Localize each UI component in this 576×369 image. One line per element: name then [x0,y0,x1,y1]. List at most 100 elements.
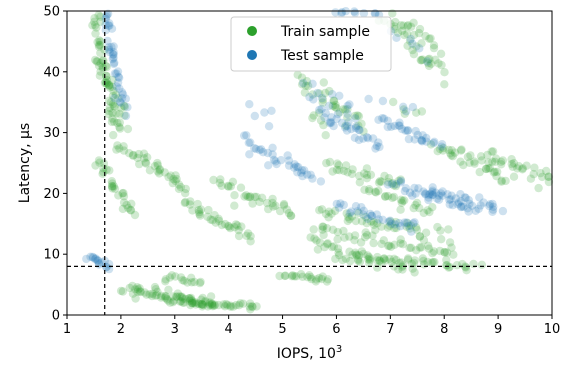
train-point [484,164,493,173]
test-point [102,263,111,272]
train-point [425,34,434,43]
test-point [400,218,409,227]
train-point [393,28,403,37]
train-point [222,299,231,309]
train-point [252,192,261,202]
train-point [325,157,335,167]
train-point [339,226,348,236]
test-point [115,84,124,93]
train-point [142,290,151,299]
test-point [403,126,413,135]
train-point [281,271,290,280]
train-point [196,277,205,287]
test-point [438,191,447,200]
train-point [96,17,105,26]
train-point [99,164,108,173]
train-point [321,88,330,98]
test-point [343,101,352,111]
test-point [250,144,259,153]
train-point [320,242,329,252]
train-point [323,275,333,284]
train-point [470,159,479,168]
test-point [456,197,466,206]
train-point [487,147,496,156]
test-point [414,184,423,193]
train-point [243,192,253,202]
train-point [205,300,215,310]
train-point [96,67,105,76]
train-point [386,217,395,226]
train-point [411,223,421,232]
train-point [162,295,172,304]
train-point [470,157,479,166]
train-point [380,254,389,263]
test-point [297,166,307,175]
train-point [102,71,111,81]
test-point [413,130,422,140]
train-point [297,80,307,89]
train-point [461,263,471,272]
train-point [301,81,310,90]
train-point [418,254,427,263]
train-point [172,174,181,184]
train-point [201,297,210,307]
train-point [231,301,241,310]
train-point [197,295,206,304]
train-point [389,97,398,107]
train-point [128,289,138,298]
train-point [107,117,117,127]
test-point [245,150,254,159]
train-point [205,299,214,308]
train-point [194,206,203,215]
train-point [234,301,244,310]
train-point [417,39,426,48]
x-tick-label: 7 [386,322,394,337]
train-point [457,145,466,154]
test-point [108,50,118,59]
train-point [477,156,486,165]
train-point [108,114,117,123]
train-point [485,164,495,173]
test-point [366,209,375,219]
train-point [391,17,400,27]
test-point [461,193,470,202]
train-point [252,302,261,311]
test-point [121,94,130,103]
train-point [359,127,368,136]
train-point [224,182,233,191]
test-point [331,8,340,17]
train-point [185,200,195,209]
train-point [108,179,117,188]
train-point [240,192,249,201]
train-point [444,263,453,272]
train-point [108,108,117,118]
test-point [408,39,417,48]
train-point [403,22,412,31]
train-point [341,121,350,130]
train-point [366,170,376,179]
train-point [203,212,212,221]
train-point [293,70,302,80]
train-point [482,164,491,174]
test-point [315,105,324,115]
test-point [378,114,387,123]
train-point [397,258,406,267]
train-point [176,183,186,192]
test-point [438,187,447,196]
train-point [429,258,438,267]
train-point [226,223,235,233]
train-point [198,302,207,311]
train-point [223,301,232,310]
train-point [308,90,317,99]
train-point [172,292,182,301]
train-point [447,146,456,155]
x-tick-label: 10 [544,322,561,337]
test-point [264,122,274,131]
train-point [483,150,492,160]
test-point [374,115,383,125]
train-point [333,235,342,244]
test-point [422,137,431,146]
train-point [411,200,420,210]
test-point [396,176,406,186]
train-point [245,192,254,202]
